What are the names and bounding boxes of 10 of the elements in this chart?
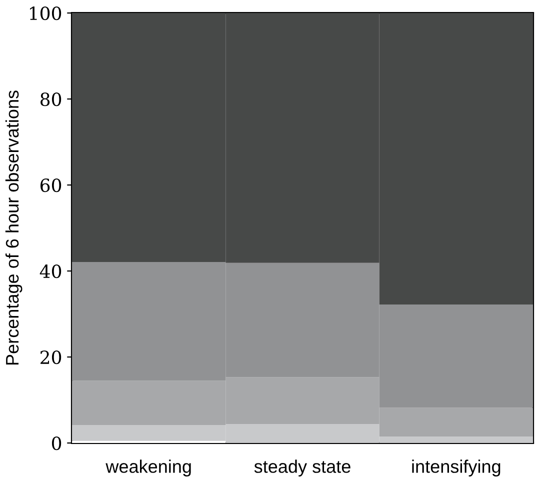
x-tick-label: intensifying xyxy=(412,460,500,476)
y-tick-label: 100 xyxy=(30,6,62,20)
y-axis-title: Percentage of 6 hour observations xyxy=(5,90,22,365)
y-tick-label: 20 xyxy=(40,350,62,364)
y-tick-label: 0 xyxy=(52,436,62,450)
y-tick-label: 40 xyxy=(40,264,62,278)
x-tick-label: weakening xyxy=(106,460,191,476)
y-tick-label: 80 xyxy=(40,92,62,106)
x-tick-label: steady state xyxy=(254,460,350,476)
y-tick-label: 60 xyxy=(40,178,62,192)
